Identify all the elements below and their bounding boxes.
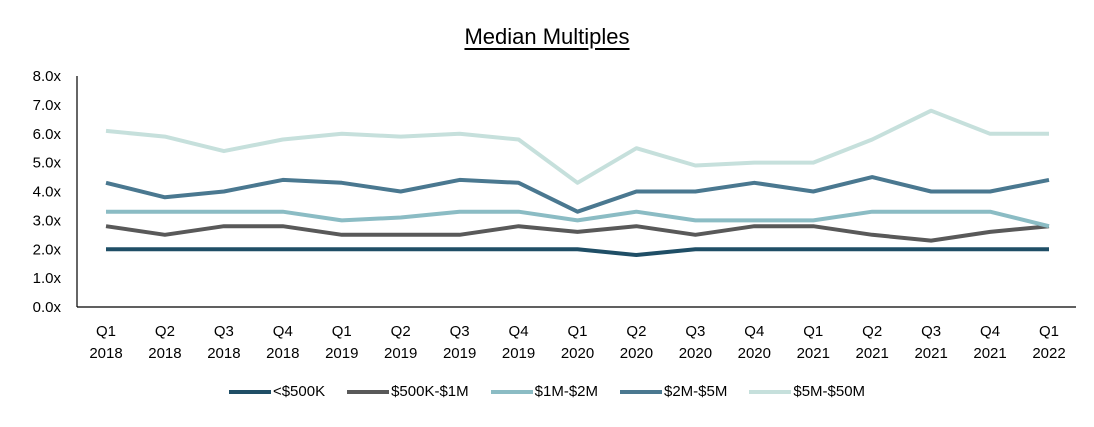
legend-label: <$500K: [272, 383, 326, 400]
legend-item: $5M-$50M: [749, 383, 865, 400]
legend-label: $1M-$2M: [534, 383, 598, 400]
legend-item: $1M-$2M: [490, 383, 598, 400]
legend-swatch: [228, 389, 271, 394]
series-line-1m-2m: [106, 209, 1050, 229]
series-line-5m-50m: [105, 108, 1049, 185]
legend-item: $2M-$5M: [620, 383, 727, 400]
y-tick-label: 0.0x: [33, 299, 62, 316]
chart-title: Median Multiples: [464, 24, 630, 49]
x-tick-label: Q4 2020: [738, 323, 771, 362]
chart-series-lines: [105, 108, 1050, 257]
y-tick-label: 8.0x: [33, 68, 62, 85]
x-tick-label: Q4 2021: [973, 323, 1006, 362]
legend-swatch: [490, 389, 533, 394]
x-tick-label: Q1 2022: [1032, 323, 1065, 362]
legend-label: $2M-$5M: [664, 383, 728, 400]
legend-item: <$500K: [228, 383, 326, 400]
x-tick-label: Q3 2018: [207, 323, 240, 362]
y-tick-label: 4.0x: [33, 184, 62, 201]
chart-legend: <$500K $500K-$1M $1M-$2M $2M-$5M $5M-$50M: [0, 383, 1094, 400]
y-tick-label: 2.0x: [33, 241, 62, 258]
x-tick-label: Q2 2020: [620, 323, 653, 362]
x-tick-label: Q1 2021: [797, 323, 830, 362]
series-line-500k: [106, 247, 1049, 257]
x-tick-label: Q1 2020: [561, 323, 594, 362]
x-tick-label: Q1 2018: [89, 323, 122, 362]
x-tick-label: Q4 2018: [266, 323, 299, 362]
legend-swatch: [620, 389, 662, 394]
y-tick-label: 5.0x: [33, 155, 62, 172]
x-tick-label: Q3 2020: [679, 323, 712, 362]
y-tick-label: 6.0x: [33, 126, 62, 143]
x-tick-label: Q2 2021: [856, 323, 889, 362]
legend-swatch: [749, 389, 792, 394]
x-tick-label: Q4 2019: [502, 323, 535, 362]
chart-axes: 0.0x 1.0x 2.0x 3.0x 4.0x 5.0x 6.0x 7.0x 8.0x Q1 20…: [33, 68, 1076, 362]
series-line-500k-1m: [105, 224, 1050, 243]
y-tick-label: 7.0x: [33, 97, 62, 114]
y-tick-label: 3.0x: [33, 212, 62, 229]
series-line-2m-5m: [105, 175, 1050, 214]
y-tick-label: 1.0x: [33, 270, 62, 287]
legend-label: $500K-$1M: [391, 383, 469, 400]
x-tick-label: Q3 2019: [443, 323, 476, 362]
legend-label: $5M-$50M: [793, 383, 866, 400]
x-tick-label: Q3 2021: [914, 323, 947, 362]
x-tick-label: Q1 2019: [325, 323, 358, 362]
legend-item: $500K-$1M: [347, 383, 469, 400]
x-tick-label: Q2 2019: [384, 323, 417, 362]
legend-swatch: [347, 389, 390, 394]
x-tick-label: Q2 2018: [148, 323, 181, 362]
